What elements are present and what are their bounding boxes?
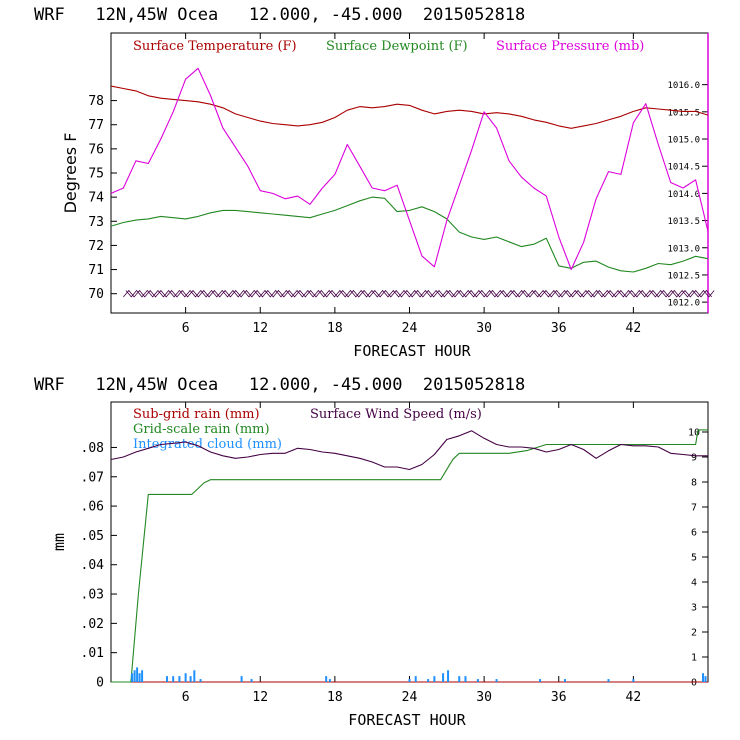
legend-subgrid-rain: Sub-grid rain (mm) bbox=[133, 407, 260, 422]
top-y-tick-label: 75 bbox=[88, 167, 104, 182]
bottom-panel-title: WRF 12N,45W Ocea 12.000, -45.000 2015052… bbox=[34, 375, 525, 395]
top-y2-tick-label: 1012.0 bbox=[667, 299, 700, 309]
bottom-y2-tick-label: 4 bbox=[691, 578, 697, 589]
bottom-y-tick-label: .02 bbox=[81, 617, 104, 632]
temperature-panel: WRF 12N,45W Ocea 12.000, -45.000 2015052… bbox=[34, 5, 715, 360]
bottom-y2-tick-label: 7 bbox=[691, 503, 697, 514]
top-y2-tick-label: 1015.0 bbox=[667, 136, 700, 146]
top-axis-ticks: 6 12 18 24 30 36 42 70 71 72 73 74 75 76 77 78 1012.0 101… bbox=[88, 33, 709, 336]
bottom-y2-tick-label: 6 bbox=[691, 528, 697, 539]
bottom-y-tick-label: .08 bbox=[81, 441, 104, 456]
bottom-x-tick-label: 24 bbox=[402, 690, 418, 705]
legend-surface-wind-speed: Surface Wind Speed (m/s) bbox=[310, 407, 482, 422]
integrated-cloud-bars bbox=[131, 667, 707, 682]
bottom-y2-tick-label: 0 bbox=[691, 678, 697, 689]
bottom-x-axis-label: FORECAST HOUR bbox=[348, 711, 466, 729]
bottom-axis-ticks: 6 12 18 24 30 36 420.01.02.03.04.05.06.07.0801… bbox=[81, 402, 708, 705]
top-y-tick-label: 74 bbox=[88, 191, 104, 206]
surface-temperature-line bbox=[110, 85, 709, 129]
bottom-y-tick-label: .01 bbox=[81, 646, 104, 661]
legend-grid-scale-rain: Grid-scale rain (mm) bbox=[133, 422, 270, 437]
top-y-tick-label: 71 bbox=[88, 263, 104, 278]
bottom-x-tick-label: 12 bbox=[252, 690, 268, 705]
bottom-series-lines bbox=[110, 429, 708, 683]
top-y-tick-label: 72 bbox=[88, 239, 104, 254]
top-y-axis-label: Degrees F bbox=[61, 133, 80, 214]
legend-surface-temperature: Surface Temperature (F) bbox=[133, 39, 297, 54]
surface-wind-speed-line bbox=[110, 430, 708, 471]
hourly-marker-zigzag bbox=[123, 289, 713, 298]
top-y-tick-label: 77 bbox=[88, 118, 104, 133]
top-y-tick-label: 73 bbox=[88, 215, 104, 230]
top-x-tick-label: 24 bbox=[402, 321, 418, 336]
bottom-x-tick-label: 36 bbox=[551, 690, 567, 705]
top-x-axis-label: FORECAST HOUR bbox=[353, 342, 471, 360]
surface-pressure-line bbox=[110, 67, 709, 271]
bottom-y2-tick-label: 10 bbox=[688, 428, 700, 439]
top-y-tick-label: 70 bbox=[88, 287, 104, 302]
top-y2-tick-label: 1013.0 bbox=[667, 244, 700, 254]
bottom-y2-tick-label: 1 bbox=[691, 653, 697, 664]
top-y2-tick-label: 1014.0 bbox=[667, 190, 700, 200]
bottom-y2-tick-label: 9 bbox=[691, 453, 697, 464]
bottom-y-tick-label: .07 bbox=[81, 470, 104, 485]
bottom-y-tick-label: 0 bbox=[96, 676, 104, 691]
bottom-x-tick-label: 6 bbox=[182, 690, 190, 705]
hourly-marker-zigzag-2 bbox=[125, 289, 715, 298]
top-y-tick-label: 78 bbox=[88, 94, 104, 109]
legend-integrated-cloud: Integrated cloud (mm) bbox=[133, 437, 282, 452]
top-x-tick-label: 12 bbox=[252, 321, 268, 336]
top-y2-tick-label: 1016.0 bbox=[667, 81, 700, 91]
bottom-y-tick-label: .05 bbox=[81, 529, 104, 544]
bottom-y2-tick-label: 2 bbox=[691, 628, 697, 639]
bottom-x-tick-label: 42 bbox=[626, 690, 642, 705]
top-y-tick-label: 76 bbox=[88, 142, 104, 157]
top-y2-tick-label: 1013.5 bbox=[667, 217, 700, 227]
bottom-y-tick-label: .03 bbox=[81, 588, 104, 603]
bottom-y-tick-label: .04 bbox=[81, 558, 105, 573]
grid-scale-rain-line bbox=[111, 429, 708, 683]
top-x-tick-label: 18 bbox=[327, 321, 343, 336]
top-y2-tick-label: 1015.5 bbox=[667, 108, 700, 118]
bottom-y2-tick-label: 5 bbox=[691, 553, 697, 564]
bottom-x-tick-label: 30 bbox=[476, 690, 492, 705]
top-x-tick-label: 36 bbox=[551, 321, 567, 336]
top-series-lines bbox=[110, 67, 715, 298]
precipitation-panel: WRF 12N,45W Ocea 12.000, -45.000 2015052… bbox=[34, 375, 709, 729]
bottom-y2-tick-label: 3 bbox=[691, 603, 697, 614]
top-x-tick-label: 6 bbox=[182, 321, 190, 336]
bottom-y2-tick-label: 8 bbox=[691, 478, 697, 489]
surface-dewpoint-line bbox=[110, 196, 709, 273]
top-y2-tick-label: 1014.5 bbox=[667, 163, 700, 173]
top-x-tick-label: 30 bbox=[476, 321, 492, 336]
legend-surface-pressure: Surface Pressure (mb) bbox=[496, 39, 644, 54]
top-y2-tick-label: 1012.5 bbox=[667, 271, 700, 281]
legend-surface-dewpoint: Surface Dewpoint (F) bbox=[326, 39, 468, 54]
top-x-tick-label: 42 bbox=[626, 321, 642, 336]
bottom-y-axis-label: mm bbox=[50, 533, 68, 551]
bottom-x-tick-label: 18 bbox=[327, 690, 343, 705]
bottom-y-tick-label: .06 bbox=[81, 500, 104, 515]
top-panel-title: WRF 12N,45W Ocea 12.000, -45.000 2015052… bbox=[34, 5, 525, 25]
